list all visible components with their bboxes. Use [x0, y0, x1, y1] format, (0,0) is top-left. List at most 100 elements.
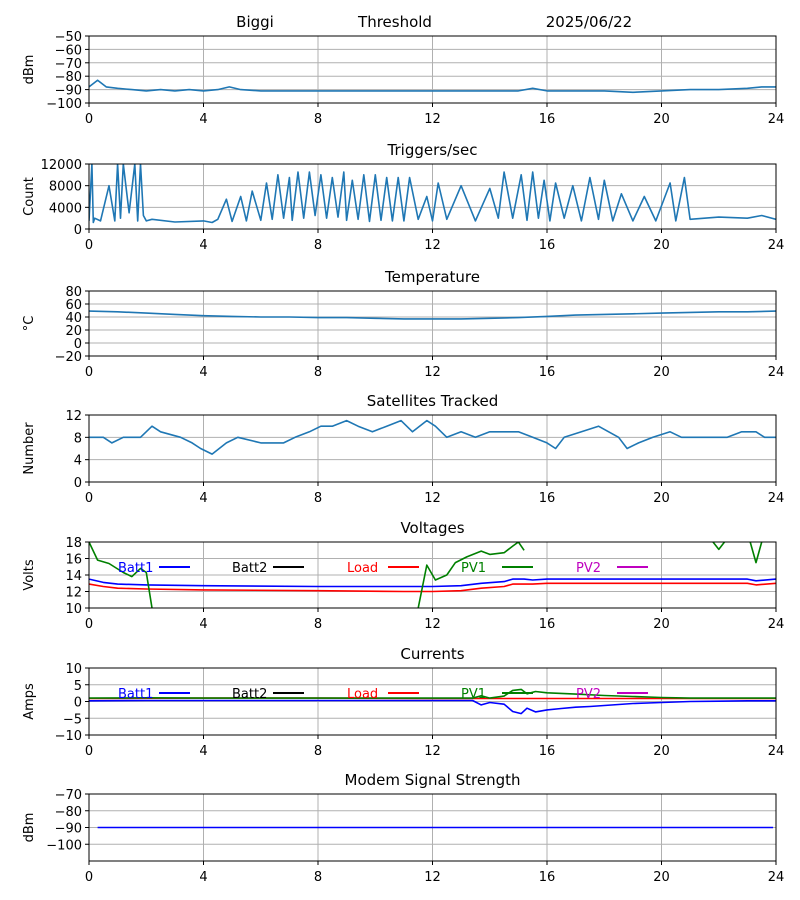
x-tick-label: 8 [314, 112, 322, 127]
x-tick-label: 12 [424, 491, 441, 506]
x-tick-label: 0 [85, 744, 93, 759]
x-tick-label: 20 [653, 112, 670, 127]
x-tick-label: 4 [199, 238, 207, 253]
y-tick-label: 8000 [49, 180, 82, 195]
chart-title: Triggers/sec [387, 141, 478, 159]
chart-panel-2: 0 4 8 12 16 20 24 0 4000 8000 12000 Triggers/sec Cou… [22, 141, 784, 253]
x-tick-label: 8 [314, 870, 322, 885]
x-tick-label: 20 [653, 870, 670, 885]
legend-label-pv2: PV2 [576, 561, 601, 576]
x-tick-label: 4 [199, 112, 207, 127]
x-tick-label: 20 [653, 365, 670, 380]
x-tick-label: 20 [653, 491, 670, 506]
x-tick-label: 0 [85, 870, 93, 885]
y-tick-label: −80 [55, 805, 82, 820]
x-tick-label: 16 [539, 744, 556, 759]
series-group [89, 310, 776, 320]
chart-title: Modem Signal Strength [345, 771, 521, 789]
header-mode: Threshold [357, 13, 432, 31]
y-tick-label: 12 [65, 586, 82, 601]
x-tick-label: 12 [424, 112, 441, 127]
header-date: 2025/06/22 [546, 13, 632, 31]
x-tick-label: 16 [539, 617, 556, 632]
y-axis-label: Volts [22, 559, 37, 591]
y-axis-label: dBm [22, 813, 37, 843]
series-group [89, 79, 776, 94]
y-axis-label: Number [22, 422, 37, 475]
y-axis-label: dBm [22, 55, 37, 85]
x-tick-label: 0 [85, 617, 93, 632]
y-tick-label: −20 [55, 350, 82, 365]
series-line-pv1 [417, 542, 525, 608]
series-line-data [89, 79, 776, 94]
legend-label-pv1: PV1 [461, 687, 486, 702]
y-tick-label: 12 [65, 409, 82, 424]
y-tick-label: 4 [74, 454, 82, 469]
x-tick-label: 12 [424, 365, 441, 380]
y-tick-label: 18 [65, 536, 82, 551]
y-tick-label: 16 [65, 553, 82, 568]
series-line-pv1 [89, 542, 153, 608]
x-tick-label: 16 [539, 491, 556, 506]
series-line-load [89, 582, 776, 593]
y-tick-label: 8 [74, 431, 82, 446]
y-tick-label: 12000 [41, 158, 82, 173]
x-tick-label: 0 [85, 238, 93, 253]
x-tick-label: 8 [314, 491, 322, 506]
series-group [89, 419, 776, 455]
header-station: Biggi [236, 13, 274, 31]
x-tick-label: 12 [424, 744, 441, 759]
x-tick-label: 24 [768, 617, 785, 632]
x-tick-label: 8 [314, 617, 322, 632]
x-tick-label: 12 [424, 870, 441, 885]
x-tick-label: 4 [199, 870, 207, 885]
y-tick-label: −70 [55, 788, 82, 803]
x-tick-label: 20 [653, 744, 670, 759]
y-tick-label: −90 [55, 84, 82, 99]
legend-label-load: Load [347, 561, 378, 576]
x-tick-label: 24 [768, 744, 785, 759]
series-line-data [89, 419, 776, 455]
x-tick-label: 20 [653, 238, 670, 253]
legend-label-batt2: Batt2 [232, 687, 267, 702]
series-line-pv1 [89, 688, 776, 699]
legend-label-pv1: PV1 [461, 561, 486, 576]
y-tick-label: −90 [55, 822, 82, 837]
x-tick-label: 24 [768, 365, 785, 380]
x-tick-label: 0 [85, 112, 93, 127]
chart-title: Satellites Tracked [367, 392, 498, 410]
series-group [89, 164, 776, 224]
y-tick-label: 0 [74, 476, 82, 491]
x-tick-label: 24 [768, 238, 785, 253]
y-tick-label: 20 [65, 324, 82, 339]
y-tick-label: −10 [55, 729, 82, 744]
x-tick-label: 24 [768, 870, 785, 885]
series-line-data [89, 164, 776, 224]
x-tick-label: 4 [199, 617, 207, 632]
y-tick-label: 4000 [49, 201, 82, 216]
x-tick-label: 8 [314, 365, 322, 380]
y-tick-label: −100 [46, 838, 82, 853]
x-tick-label: 4 [199, 491, 207, 506]
y-axis-label: °C [22, 316, 37, 332]
x-tick-label: 20 [653, 617, 670, 632]
y-tick-label: −60 [55, 43, 82, 58]
y-tick-label: 5 [74, 679, 82, 694]
x-tick-label: 4 [199, 744, 207, 759]
y-tick-label: 10 [65, 602, 82, 617]
y-axis-label: Count [22, 177, 37, 216]
chart-panel-1: 0 4 8 12 16 20 24 −100−90−80−70−60−50 dBm [22, 30, 784, 127]
x-tick-label: 0 [85, 491, 93, 506]
y-tick-label: 80 [65, 285, 82, 300]
y-tick-label: 0 [74, 223, 82, 238]
x-tick-label: 16 [539, 112, 556, 127]
series-line-data [89, 310, 776, 320]
legend-label-batt1: Batt1 [118, 687, 153, 702]
legend-label-batt2: Batt2 [232, 561, 267, 576]
x-tick-label: 8 [314, 744, 322, 759]
y-axis-label: Amps [22, 683, 37, 720]
x-tick-label: 16 [539, 365, 556, 380]
